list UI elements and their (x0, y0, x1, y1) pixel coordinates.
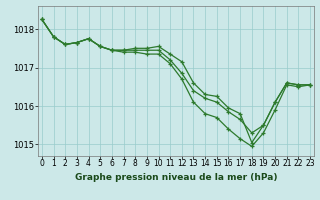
X-axis label: Graphe pression niveau de la mer (hPa): Graphe pression niveau de la mer (hPa) (75, 173, 277, 182)
